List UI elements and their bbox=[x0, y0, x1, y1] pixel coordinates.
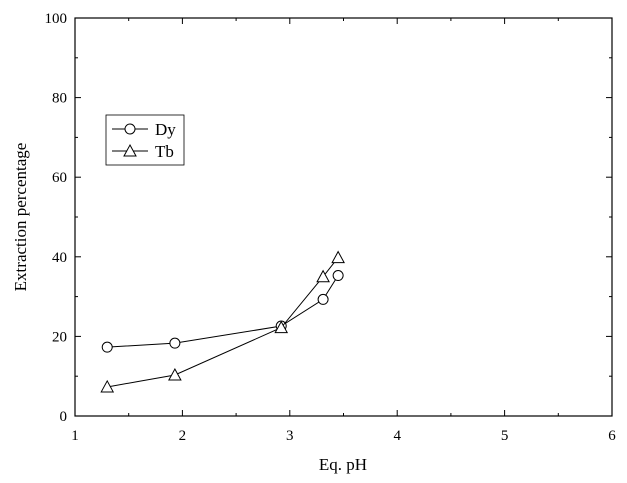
legend-box bbox=[105, 114, 185, 166]
data-point-tb bbox=[100, 379, 115, 393]
x-axis-title: Eq. pH bbox=[319, 455, 367, 474]
y-axis-title: Extraction percentage bbox=[11, 143, 30, 292]
data-point-tb bbox=[331, 250, 345, 264]
y-tick-label: 60 bbox=[52, 170, 67, 186]
y-tick-label: 40 bbox=[52, 250, 67, 266]
y-tick-label: 0 bbox=[60, 409, 68, 425]
data-point-tb bbox=[168, 367, 182, 381]
plot-frame bbox=[74, 17, 613, 417]
data-point-tb bbox=[316, 269, 330, 283]
series-line-tb bbox=[107, 257, 339, 388]
data-point-dy bbox=[101, 341, 113, 353]
legend-marker-dy bbox=[124, 123, 136, 135]
legend: Dy Tb bbox=[105, 114, 185, 166]
y-tick-labels: 0 20 40 60 80 100 bbox=[45, 11, 68, 425]
series-layer bbox=[100, 250, 345, 393]
x-tick-label: 4 bbox=[393, 428, 401, 444]
y-tick-label: 80 bbox=[52, 91, 67, 107]
y-tick-label: 100 bbox=[45, 11, 68, 27]
data-point-dy bbox=[317, 293, 329, 305]
axis-ticks bbox=[74, 17, 613, 417]
x-tick-label: 5 bbox=[501, 428, 509, 444]
legend-label-tb: Tb bbox=[155, 142, 174, 161]
x-tick-label: 1 bbox=[71, 428, 79, 444]
legend-marker-tb bbox=[123, 143, 137, 157]
x-tick-label: 2 bbox=[179, 428, 187, 444]
legend-label-dy: Dy bbox=[155, 120, 176, 139]
series-line-dy bbox=[107, 275, 339, 348]
y-tick-label: 20 bbox=[52, 329, 67, 345]
x-tick-labels: 1 2 3 4 5 6 bbox=[71, 428, 616, 444]
x-tick-label: 6 bbox=[608, 428, 616, 444]
data-point-dy bbox=[332, 270, 344, 282]
data-point-tb bbox=[274, 320, 289, 334]
data-point-dy bbox=[169, 337, 181, 349]
x-tick-label: 3 bbox=[286, 428, 294, 444]
